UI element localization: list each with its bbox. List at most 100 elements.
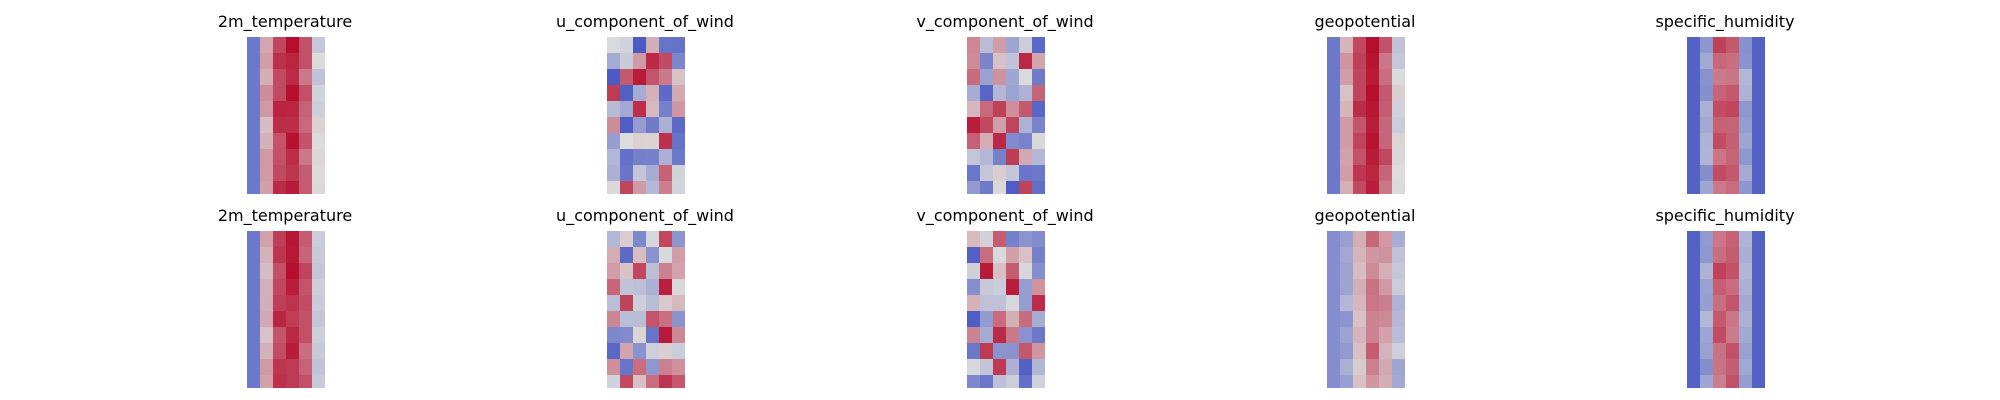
heatmap-cell bbox=[312, 295, 325, 312]
heatmap-cell bbox=[273, 231, 287, 248]
heatmap-cell bbox=[1032, 279, 1045, 296]
heatmap-cell bbox=[967, 69, 981, 86]
heatmap-cell bbox=[1019, 181, 1033, 194]
heatmap-cell bbox=[607, 295, 621, 312]
heatmap-cell bbox=[980, 231, 994, 248]
heatmap-cell bbox=[247, 37, 261, 54]
heatmap-cell bbox=[1713, 231, 1727, 248]
heatmap-cell bbox=[1752, 37, 1765, 54]
heatmap-cell bbox=[1006, 117, 1020, 134]
heatmap-cell bbox=[312, 85, 325, 102]
heatmap-cell bbox=[1726, 37, 1740, 54]
heatmap-cell bbox=[620, 101, 634, 118]
heatmap-cell bbox=[1687, 375, 1701, 388]
heatmap-cell bbox=[980, 375, 994, 388]
heatmap-cell bbox=[247, 375, 261, 388]
heatmap-cell bbox=[1687, 247, 1701, 264]
heatmap-cell bbox=[299, 181, 313, 194]
heatmap-cell bbox=[1327, 247, 1341, 264]
heatmap-cell bbox=[273, 375, 287, 388]
heatmap-cell bbox=[659, 311, 673, 328]
heatmap-cell bbox=[1752, 165, 1765, 182]
heatmap-cell bbox=[659, 53, 673, 70]
heatmap-cell bbox=[247, 165, 261, 182]
field-heatmap-image bbox=[967, 231, 1045, 388]
heatmap-cell bbox=[1032, 359, 1045, 376]
heatmap-cell bbox=[1700, 375, 1714, 388]
heatmap-cell bbox=[633, 311, 647, 328]
heatmap-cell bbox=[1032, 117, 1045, 134]
heatmap-cell bbox=[1353, 279, 1367, 296]
heatmap-cell bbox=[1713, 133, 1727, 150]
heatmap-cell bbox=[273, 311, 287, 328]
heatmap-svg bbox=[1687, 37, 1765, 194]
heatmap-cell bbox=[1006, 149, 1020, 166]
heatmap-cell bbox=[1700, 133, 1714, 150]
heatmap-cell bbox=[1739, 247, 1753, 264]
heatmap-cell bbox=[1327, 343, 1341, 360]
heatmap-cell bbox=[1019, 327, 1033, 344]
heatmap-cell bbox=[672, 311, 685, 328]
heatmap-cell bbox=[273, 165, 287, 182]
heatmap-cell bbox=[1032, 37, 1045, 54]
heatmap-cell bbox=[1353, 69, 1367, 86]
heatmap-cell bbox=[633, 149, 647, 166]
heatmap-cell bbox=[659, 263, 673, 280]
heatmap-cell bbox=[1687, 263, 1701, 280]
heatmap-cell bbox=[1032, 101, 1045, 118]
heatmap-cell bbox=[1019, 85, 1033, 102]
heatmap-cell bbox=[1006, 181, 1020, 194]
heatmap-cell bbox=[1340, 37, 1354, 54]
heatmap-cell bbox=[620, 37, 634, 54]
heatmap-cell bbox=[1006, 53, 1020, 70]
heatmap-cell bbox=[1340, 327, 1354, 344]
heatmap-cell bbox=[1032, 231, 1045, 248]
heatmap-cell bbox=[260, 359, 274, 376]
heatmap-cell bbox=[299, 247, 313, 264]
heatmap-cell bbox=[286, 263, 300, 280]
heatmap-cell bbox=[1032, 263, 1045, 280]
heatmap-cell bbox=[273, 327, 287, 344]
heatmap-cell bbox=[633, 263, 647, 280]
heatmap-cell bbox=[1379, 37, 1393, 54]
heatmap-cell bbox=[260, 343, 274, 360]
heatmap-cell bbox=[1687, 327, 1701, 344]
heatmap-cell bbox=[993, 375, 1007, 388]
heatmap-cell bbox=[967, 133, 981, 150]
heatmap-cell bbox=[1340, 263, 1354, 280]
heatmap-cell bbox=[299, 359, 313, 376]
heatmap-cell bbox=[980, 263, 994, 280]
heatmap-cell bbox=[1340, 343, 1354, 360]
heatmap-cell bbox=[1353, 117, 1367, 134]
heatmap-cell bbox=[620, 279, 634, 296]
heatmap-svg bbox=[1327, 231, 1405, 388]
heatmap-cell bbox=[607, 247, 621, 264]
heatmap-cell bbox=[1327, 327, 1341, 344]
heatmap-cell bbox=[1687, 101, 1701, 118]
heatmap-cell bbox=[312, 117, 325, 134]
heatmap-cell bbox=[1687, 53, 1701, 70]
heatmap-cell bbox=[633, 165, 647, 182]
heatmap-cell bbox=[1392, 101, 1405, 118]
heatmap-cell bbox=[672, 327, 685, 344]
heatmap-cell bbox=[1687, 133, 1701, 150]
heatmap-cell bbox=[1032, 375, 1045, 388]
heatmap-cell bbox=[1392, 149, 1405, 166]
heatmap-cell bbox=[980, 117, 994, 134]
heatmap-cell bbox=[967, 295, 981, 312]
heatmap-cell bbox=[1353, 359, 1367, 376]
heatmap-cell bbox=[1032, 53, 1045, 70]
heatmap-cell bbox=[980, 85, 994, 102]
heatmap-cell bbox=[1006, 247, 1020, 264]
heatmap-cell bbox=[1353, 231, 1367, 248]
heatmap-cell bbox=[1700, 53, 1714, 70]
heatmap-cell bbox=[633, 279, 647, 296]
heatmap-cell bbox=[1019, 359, 1033, 376]
heatmap-cell bbox=[312, 69, 325, 86]
heatmap-cell bbox=[273, 85, 287, 102]
heatmap-cell bbox=[672, 53, 685, 70]
heatmap-cell bbox=[646, 133, 660, 150]
heatmap-cell bbox=[1379, 327, 1393, 344]
heatmap-cell bbox=[646, 69, 660, 86]
heatmap-cell bbox=[299, 165, 313, 182]
